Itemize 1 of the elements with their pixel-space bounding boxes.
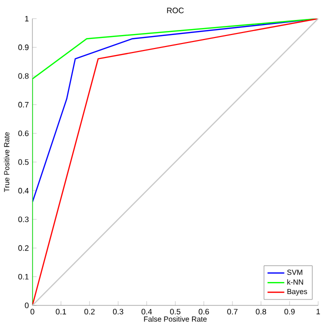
- line-series: [32, 18, 318, 306]
